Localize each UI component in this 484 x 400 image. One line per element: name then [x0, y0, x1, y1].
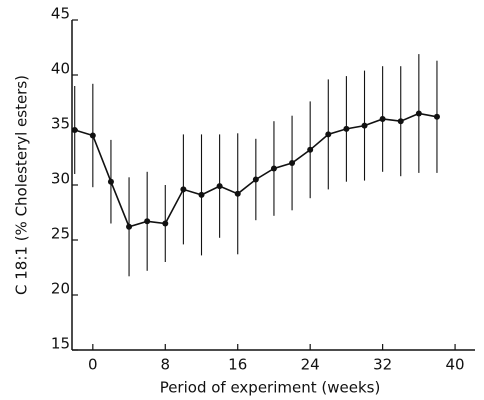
data-point — [107, 178, 114, 185]
data-point — [343, 125, 350, 132]
y-tick-label: 20 — [51, 280, 70, 298]
data-point — [180, 186, 187, 193]
data-point — [361, 122, 368, 129]
data-point — [397, 118, 404, 125]
y-tick-label: 35 — [51, 115, 70, 133]
data-point — [162, 220, 169, 227]
data-point — [379, 116, 386, 122]
y-tick-label: 25 — [51, 225, 70, 243]
data-point — [198, 191, 205, 198]
x-tick-label: 8 — [161, 356, 171, 374]
x-axis-label: Period of experiment (weeks) — [160, 379, 381, 397]
data-point — [307, 146, 314, 153]
y-tick-label: 40 — [51, 60, 70, 78]
x-tick-label: 0 — [88, 356, 98, 374]
data-point — [433, 113, 440, 120]
data-point — [216, 183, 223, 190]
data-point — [89, 132, 96, 139]
data-point — [415, 110, 422, 117]
x-tick-label: 40 — [446, 356, 465, 374]
y-tick-label: 30 — [51, 170, 70, 188]
data-point — [144, 218, 151, 225]
data-point — [71, 127, 78, 133]
y-tick-label: 15 — [51, 335, 70, 353]
data-point — [270, 165, 277, 172]
x-tick-label: 32 — [373, 356, 392, 374]
data-point — [325, 131, 332, 138]
x-tick-label: 24 — [301, 356, 320, 374]
data-point — [252, 176, 259, 183]
x-tick-label: 16 — [228, 356, 247, 374]
data-point — [289, 160, 296, 166]
data-point — [126, 223, 133, 230]
y-axis-label: C 18:1 (% Cholesteryl esters) — [13, 75, 31, 295]
y-tick-label: 45 — [51, 5, 70, 23]
data-point — [234, 190, 241, 197]
